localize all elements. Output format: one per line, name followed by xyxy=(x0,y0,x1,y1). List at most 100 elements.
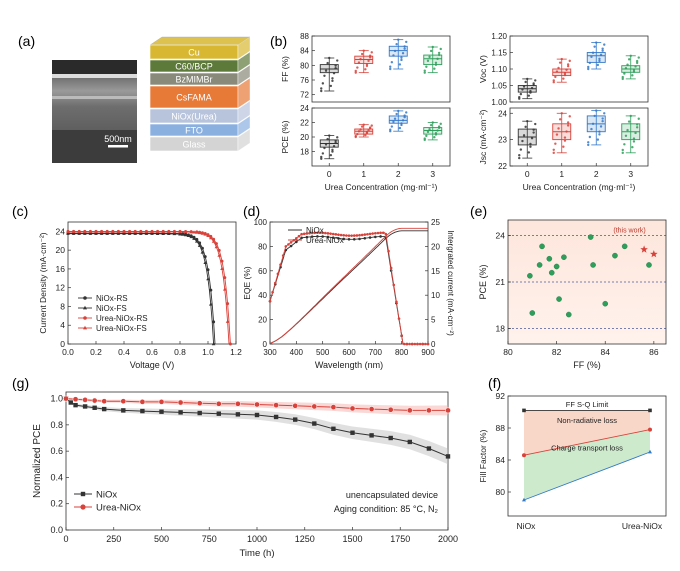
box-point xyxy=(587,143,590,147)
stability-point xyxy=(159,409,164,414)
eqe-point xyxy=(358,237,361,241)
box-point xyxy=(392,54,395,57)
box-point xyxy=(439,47,442,51)
box-point xyxy=(595,109,598,112)
box-point xyxy=(368,56,372,59)
y-axis-label: PCE (%) xyxy=(280,120,290,153)
x-axis-label: Wavelength (nm) xyxy=(315,360,383,370)
jv-point xyxy=(189,234,193,239)
box-point xyxy=(436,57,439,61)
box-point xyxy=(401,119,405,122)
x-tick-label: 700 xyxy=(369,348,383,357)
y-tick-label: 24 xyxy=(498,109,507,118)
box-point xyxy=(518,95,521,99)
box-point xyxy=(632,140,636,143)
box-point xyxy=(329,153,333,157)
jv-point xyxy=(226,302,230,306)
legend-marker xyxy=(80,491,86,497)
y-tick-label: 88 xyxy=(496,423,506,433)
x-tick-label: 1250 xyxy=(295,534,315,544)
eqe-point xyxy=(300,236,303,240)
jv-point xyxy=(150,231,154,235)
box-point xyxy=(364,133,367,137)
box-point xyxy=(395,42,398,46)
stability-point xyxy=(101,398,108,405)
eqe-point xyxy=(334,233,338,236)
stability-point xyxy=(140,408,145,414)
box-point xyxy=(362,49,365,52)
box-point xyxy=(403,45,406,48)
box-point xyxy=(521,139,524,143)
eqe-point xyxy=(324,231,327,235)
stability-point xyxy=(254,412,260,418)
eqe-point xyxy=(310,231,314,235)
box-subplot-frame xyxy=(311,35,451,103)
scatter-point xyxy=(561,254,567,261)
transport-label: Charge transport loss xyxy=(551,443,623,452)
jv-point xyxy=(111,231,115,235)
box-point xyxy=(530,86,534,90)
y-tick-label: 1.20 xyxy=(491,32,507,41)
box-point xyxy=(365,63,369,66)
legend-marker xyxy=(83,325,87,330)
stability-point xyxy=(177,399,184,406)
legend-marker xyxy=(83,296,87,300)
integrated-current-line xyxy=(269,227,428,344)
x-tick-label: 2 xyxy=(396,169,401,179)
eqe-point xyxy=(424,342,427,346)
y-tick-label: 20 xyxy=(300,133,309,142)
jv-point xyxy=(94,231,98,235)
box-point xyxy=(522,85,526,88)
layer-label: Cu xyxy=(188,48,200,58)
y-axis-label: FF (%) xyxy=(280,56,290,82)
box-point xyxy=(632,137,636,140)
box-point xyxy=(365,131,369,134)
box-point xyxy=(329,84,333,88)
scale-bar xyxy=(108,145,128,148)
box-point xyxy=(563,139,567,142)
panel-letter-g: (g) xyxy=(12,375,29,391)
box-point xyxy=(431,45,434,49)
eqe-point xyxy=(329,232,332,235)
y-tick-label: 72 xyxy=(300,91,309,100)
y-tick-label: 1.00 xyxy=(491,98,507,107)
y-tick-label: 24 xyxy=(496,231,506,241)
y-tick-label: 24 xyxy=(56,226,66,236)
stability-point xyxy=(216,411,221,416)
y-tick-label: 92 xyxy=(496,391,506,401)
box-point xyxy=(626,128,629,132)
box-point xyxy=(332,72,336,75)
box-point xyxy=(635,126,639,129)
box-point xyxy=(360,125,364,128)
layer-label: CsFAMA xyxy=(176,93,212,103)
box-point xyxy=(395,112,398,116)
jv-point xyxy=(206,268,210,272)
jv-point xyxy=(133,229,137,234)
jv-point xyxy=(66,229,70,234)
scatter-point xyxy=(621,243,628,250)
eqe-point xyxy=(281,254,285,257)
box-point xyxy=(557,127,560,130)
stability-point xyxy=(407,439,412,445)
legend-label: Urea-NiOx-RS xyxy=(96,314,148,323)
box-point xyxy=(393,49,397,53)
eqe-point xyxy=(271,290,274,294)
jv-point xyxy=(105,229,109,234)
y2-tick-label: 15 xyxy=(431,267,440,276)
box-point xyxy=(591,51,595,54)
box-point xyxy=(588,135,592,139)
legend-label: Urea-NiOx xyxy=(306,236,344,245)
stability-point xyxy=(82,404,88,409)
stability-point xyxy=(387,406,394,413)
jv-point xyxy=(200,246,204,250)
stability-point xyxy=(292,402,299,409)
stability-point xyxy=(349,405,356,412)
box-point xyxy=(426,59,430,63)
x-tick-label: 0.8 xyxy=(174,347,186,357)
box-point xyxy=(524,125,527,129)
box-point xyxy=(326,137,329,141)
x-axis-label: Urea Concentration (mg·ml⁻¹) xyxy=(325,182,438,192)
jv-point xyxy=(116,231,121,235)
box-point xyxy=(555,70,559,73)
